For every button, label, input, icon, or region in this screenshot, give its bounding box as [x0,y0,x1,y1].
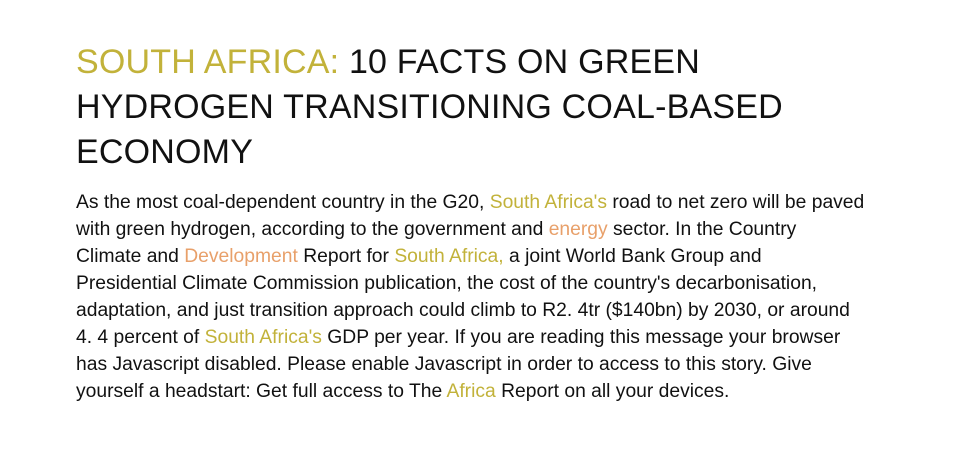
link-south-africa[interactable]: South Africa, [394,246,504,267]
body-text-2: road to net zero will be paved with gree… [76,192,865,240]
article: SOUTH AFRICA: 10 FACTS ON GREEN HYDROGEN… [76,40,876,405]
article-body: As the most coal-dependent country in th… [76,189,866,405]
link-development[interactable]: Development [184,246,298,267]
body-text-3: sector. In the Country Climate and [76,219,797,267]
link-africa[interactable]: Africa [446,381,496,402]
link-south-africas-2[interactable]: South Africa's [204,327,322,348]
headline-title: 10 FACTS ON GREEN HYDROGEN TRANSITIONING… [76,43,783,171]
body-text-6: GDP per year. If you are reading this me… [76,327,841,402]
link-south-africas[interactable]: South Africa's [489,192,608,213]
body-text-7: Report on all your devices. [495,381,730,402]
headline-kicker: SOUTH AFRICA: [76,43,340,81]
body-text-5: a joint World Bank Group and Presidentia… [76,246,850,348]
body-text-1: As the most coal-dependent country in th… [76,192,490,213]
body-text-4: Report for [297,246,395,267]
link-energy[interactable]: energy [548,219,608,240]
article-headline: SOUTH AFRICA: 10 FACTS ON GREEN HYDROGEN… [76,40,876,175]
